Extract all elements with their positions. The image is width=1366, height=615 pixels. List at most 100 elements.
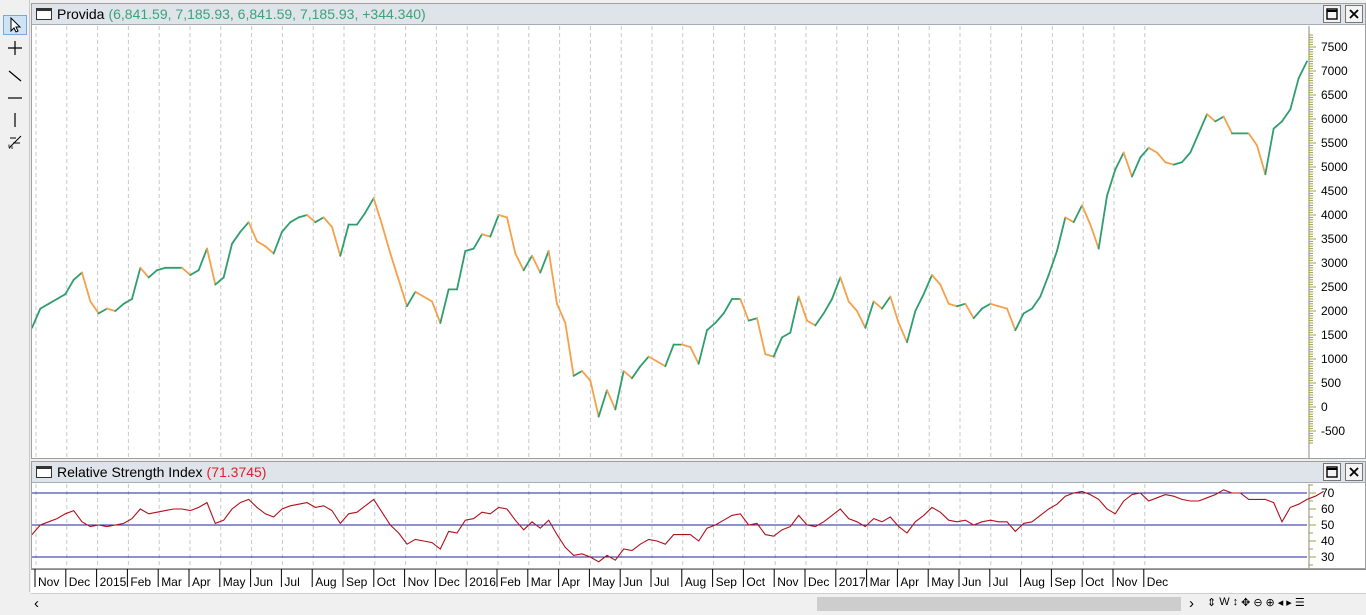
price-axis-label: -500 xyxy=(1321,424,1345,438)
price-segment xyxy=(981,302,992,310)
time-axis-label: Apr xyxy=(900,575,919,589)
close-button[interactable] xyxy=(1345,463,1363,481)
time-axis-label: Dec xyxy=(808,575,829,589)
price-segment xyxy=(456,250,467,291)
price-segment xyxy=(397,278,408,308)
price-segment xyxy=(1181,151,1192,164)
rsi-axis-label: 50 xyxy=(1321,518,1335,532)
price-segment xyxy=(539,250,550,274)
price-segment xyxy=(1206,113,1217,123)
price-chart-canvas[interactable]: 7500700065006000550050004500400035003000… xyxy=(32,26,1365,458)
zoom-control-5[interactable]: ⊕ xyxy=(1265,597,1275,609)
price-segment xyxy=(122,298,133,305)
cursor-arrow-icon xyxy=(10,17,22,33)
price-segment xyxy=(1147,146,1158,154)
price-segment xyxy=(372,197,383,226)
price-segment xyxy=(964,302,975,320)
price-segment xyxy=(1172,161,1183,166)
price-segment xyxy=(881,295,892,310)
rsi-axis-label: 40 xyxy=(1321,534,1335,548)
price-segment xyxy=(272,230,283,255)
price-segment xyxy=(647,355,658,363)
price-segment xyxy=(997,305,1008,310)
price-segment xyxy=(197,247,208,272)
price-axis-label: 1000 xyxy=(1321,352,1348,366)
price-segment xyxy=(589,379,600,418)
maximize-button[interactable] xyxy=(1323,463,1341,481)
price-segment xyxy=(764,353,775,358)
time-axis-label: Jun xyxy=(962,575,981,589)
price-axis-label: 6000 xyxy=(1321,112,1348,126)
price-segment xyxy=(1122,151,1133,178)
zoom-control-7[interactable]: ▸ xyxy=(1286,597,1292,609)
price-segment xyxy=(739,298,750,322)
price-segment xyxy=(1106,168,1117,197)
price-segment xyxy=(331,226,342,257)
time-axis-label: Sep xyxy=(716,575,738,589)
price-segment xyxy=(897,322,908,344)
horizontal-line-tool-button[interactable] xyxy=(3,88,27,108)
price-segment xyxy=(606,389,617,411)
zoom-control-3[interactable]: ✥ xyxy=(1241,597,1251,609)
price-segment xyxy=(922,274,933,296)
maximize-icon xyxy=(1326,466,1338,478)
crosshair-tool-button[interactable] xyxy=(3,38,27,58)
price-segment xyxy=(689,346,700,365)
pointer-tool-button[interactable] xyxy=(3,15,27,35)
price-segment xyxy=(714,312,725,324)
price-axis-label: 5500 xyxy=(1321,136,1348,150)
price-segment xyxy=(89,300,100,315)
price-segment xyxy=(664,343,675,368)
horizontal-scrollbar[interactable]: ‹ › ⇕ W ↕ ✥ ⊖ ⊕ ◂ ▸ ☰ xyxy=(31,593,1366,615)
price-segment xyxy=(856,310,867,329)
time-axis-label: Aug xyxy=(1024,575,1045,589)
price-segment xyxy=(972,307,983,320)
price-segment xyxy=(797,295,808,322)
fibonacci-tool-button[interactable]: % xyxy=(3,132,27,152)
close-button[interactable] xyxy=(1345,5,1363,23)
time-axis-label: Dec xyxy=(1147,575,1168,589)
zoom-control-0[interactable]: ⇕ xyxy=(1207,597,1217,609)
price-segment xyxy=(581,370,592,382)
price-segment xyxy=(1097,194,1108,250)
price-segment xyxy=(939,283,950,305)
rsi-chart-canvas[interactable]: 70 60 50 40 30 xyxy=(32,484,1365,568)
price-segment xyxy=(139,266,150,279)
price-segment xyxy=(1114,151,1125,171)
price-segment xyxy=(1297,60,1308,80)
zoom-control-8[interactable]: ☰ xyxy=(1294,597,1305,609)
time-axis-label: Dec xyxy=(438,575,459,589)
time-axis-label: Mar xyxy=(161,575,182,589)
scroll-right-arrow-icon[interactable]: › xyxy=(1189,595,1194,612)
price-segment xyxy=(1081,204,1092,226)
zoom-control-2[interactable]: ↕ xyxy=(1232,596,1239,608)
price-axis-label: 5000 xyxy=(1321,160,1348,174)
price-segment xyxy=(772,336,783,358)
vertical-line-tool-button[interactable] xyxy=(3,110,27,130)
maximize-button[interactable] xyxy=(1323,5,1341,23)
price-segment xyxy=(1047,250,1058,276)
price-segment xyxy=(947,302,958,308)
price-segment xyxy=(1131,156,1142,178)
crosshair-icon xyxy=(8,41,22,55)
price-segment xyxy=(222,242,233,279)
price-segment xyxy=(1222,115,1233,135)
trendline-tool-button[interactable] xyxy=(3,66,27,86)
price-segment xyxy=(256,240,267,248)
scroll-left-arrow-icon[interactable]: ‹ xyxy=(34,595,39,612)
time-axis-label: Dec xyxy=(69,575,90,589)
price-segment xyxy=(889,295,900,324)
price-segment xyxy=(1156,151,1167,164)
rsi-panel-title: Relative Strength Index xyxy=(57,464,203,480)
time-axis-label: Mar xyxy=(531,575,552,589)
price-axis-label: 0 xyxy=(1321,400,1328,414)
scrollbar-thumb[interactable] xyxy=(817,597,1181,611)
zoom-control-4[interactable]: ⊖ xyxy=(1253,597,1263,609)
zoom-control-1[interactable]: W xyxy=(1219,596,1230,608)
svg-text:%: % xyxy=(8,145,14,150)
zoom-control-6[interactable]: ◂ xyxy=(1277,597,1284,609)
price-segment xyxy=(1247,132,1258,147)
price-segment xyxy=(56,293,67,300)
price-segment xyxy=(522,254,533,272)
zoom-controls: ⇕ W ↕ ✥ ⊖ ⊕ ◂ ▸ ☰ xyxy=(1207,596,1305,609)
